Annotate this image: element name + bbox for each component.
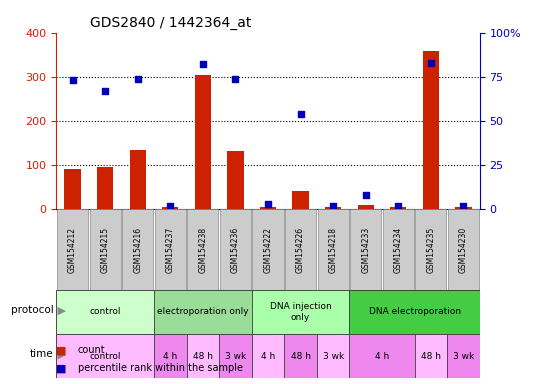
Text: 48 h: 48 h	[193, 352, 213, 361]
Bar	[195, 74, 211, 209]
Bar	[227, 151, 243, 209]
Bar	[350, 209, 381, 290]
Bar	[252, 334, 284, 378]
Text: ■: ■	[56, 363, 67, 373]
Bar	[415, 209, 446, 290]
Bar	[219, 334, 252, 378]
Bar	[349, 290, 480, 334]
Bar	[187, 209, 219, 290]
Text: GSM154237: GSM154237	[166, 227, 175, 273]
Bar	[97, 167, 113, 209]
Bar	[162, 207, 178, 209]
Bar	[57, 209, 88, 290]
Bar	[293, 191, 309, 209]
Bar	[349, 334, 414, 378]
Bar	[390, 207, 406, 209]
Text: protocol: protocol	[11, 305, 54, 315]
Bar	[154, 290, 252, 334]
Bar	[56, 290, 154, 334]
Text: GSM154216: GSM154216	[133, 227, 142, 273]
Text: 48 h: 48 h	[291, 352, 310, 361]
Text: GSM154236: GSM154236	[231, 227, 240, 273]
Text: 3 wk: 3 wk	[225, 352, 246, 361]
Bar	[447, 334, 480, 378]
Text: ▶: ▶	[54, 350, 65, 360]
Text: 4 h: 4 h	[261, 352, 275, 361]
Bar	[64, 169, 81, 209]
Text: GSM154235: GSM154235	[426, 227, 435, 273]
Text: ▶: ▶	[54, 306, 65, 316]
Bar	[317, 334, 349, 378]
Bar	[187, 334, 219, 378]
Text: DNA injection
only: DNA injection only	[270, 302, 331, 322]
Bar	[220, 209, 251, 290]
Text: control: control	[90, 352, 121, 361]
Text: 3 wk: 3 wk	[453, 352, 474, 361]
Bar	[252, 290, 349, 334]
Text: GSM154233: GSM154233	[361, 227, 370, 273]
Text: count: count	[78, 345, 106, 355]
Text: 3 wk: 3 wk	[323, 352, 344, 361]
Bar	[317, 209, 349, 290]
Text: percentile rank within the sample: percentile rank within the sample	[78, 363, 243, 373]
Point	[68, 77, 77, 83]
Bar	[154, 334, 187, 378]
Point	[427, 60, 435, 66]
Bar	[122, 209, 153, 290]
Text: GSM154234: GSM154234	[394, 227, 403, 273]
Text: GSM154230: GSM154230	[459, 227, 468, 273]
Text: ■: ■	[56, 345, 67, 355]
Bar	[56, 334, 154, 378]
Text: GDS2840 / 1442364_at: GDS2840 / 1442364_at	[90, 16, 251, 30]
Point	[231, 76, 240, 82]
Bar	[90, 209, 121, 290]
Text: GSM154218: GSM154218	[329, 227, 338, 273]
Text: GSM154226: GSM154226	[296, 227, 305, 273]
Point	[361, 192, 370, 198]
Text: GSM154212: GSM154212	[68, 227, 77, 273]
Point	[394, 203, 403, 209]
Bar	[260, 207, 276, 209]
Text: DNA electroporation: DNA electroporation	[369, 308, 460, 316]
Bar	[130, 150, 146, 209]
Point	[459, 203, 468, 209]
Text: GSM154215: GSM154215	[101, 227, 110, 273]
Bar	[455, 207, 472, 209]
Point	[101, 88, 109, 94]
Bar	[252, 209, 284, 290]
Text: time: time	[30, 349, 54, 359]
Bar	[284, 334, 317, 378]
Point	[296, 111, 305, 117]
Bar	[358, 205, 374, 209]
Bar	[414, 334, 447, 378]
Bar	[423, 51, 439, 209]
Point	[133, 76, 142, 82]
Text: electroporation only: electroporation only	[157, 308, 249, 316]
Text: control: control	[90, 308, 121, 316]
Point	[166, 203, 175, 209]
Text: GSM154238: GSM154238	[198, 227, 207, 273]
Text: 4 h: 4 h	[163, 352, 177, 361]
Bar	[448, 209, 479, 290]
Text: 48 h: 48 h	[421, 352, 441, 361]
Bar	[285, 209, 316, 290]
Text: GSM154222: GSM154222	[264, 227, 272, 273]
Bar	[155, 209, 186, 290]
Text: 4 h: 4 h	[375, 352, 389, 361]
Point	[329, 203, 338, 209]
Point	[264, 201, 272, 207]
Bar	[325, 207, 341, 209]
Bar	[383, 209, 414, 290]
Point	[198, 61, 207, 68]
